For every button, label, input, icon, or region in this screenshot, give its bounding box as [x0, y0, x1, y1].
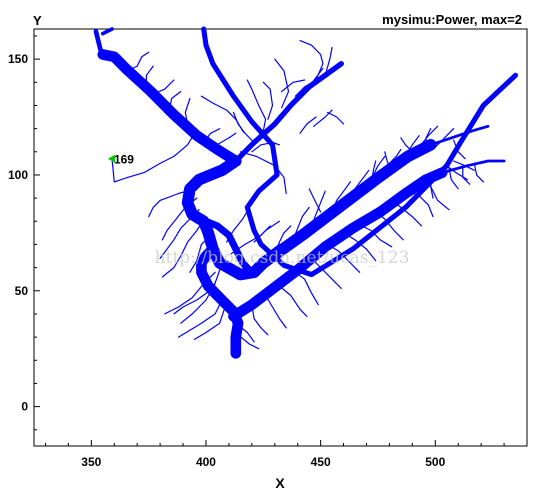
y-tick-label: 50 — [15, 284, 29, 298]
network-branch — [111, 132, 196, 183]
network-branch — [434, 128, 455, 148]
network-branch — [161, 216, 207, 278]
network-branch — [262, 81, 274, 120]
x-tick-label: 450 — [311, 455, 331, 469]
x-tick-label: 400 — [196, 455, 216, 469]
network-branch — [294, 39, 324, 97]
network-branch — [313, 109, 333, 127]
network-branch — [278, 285, 308, 317]
network-branch — [299, 116, 317, 134]
network-branch — [177, 299, 223, 338]
node-label: 169 — [114, 153, 134, 167]
network-branch — [308, 188, 322, 213]
network-branch — [324, 46, 333, 76]
network-segment — [97, 49, 242, 167]
network-segment — [181, 139, 437, 281]
network-branch — [274, 58, 290, 109]
y-axis-label: Y — [33, 13, 42, 28]
network-branch — [193, 308, 225, 340]
network-branch — [310, 257, 342, 290]
network-branch — [251, 141, 280, 153]
network-branch — [251, 304, 269, 336]
x-tick-label: 350 — [81, 455, 101, 469]
network-branch — [246, 79, 267, 132]
y-tick-label: 100 — [8, 168, 28, 182]
network-segment — [429, 124, 490, 147]
network-branch — [326, 243, 361, 273]
y-tick-label: 150 — [8, 52, 28, 66]
network-segment — [233, 61, 344, 164]
network-branch — [173, 262, 223, 315]
x-tick-label: 500 — [425, 455, 445, 469]
network-segment — [440, 159, 506, 174]
network-branch — [326, 111, 345, 125]
data-layer: 169 — [93, 26, 519, 359]
axes-layer: 350 400 450 500 0 50 100 150 — [8, 35, 528, 469]
network-branch — [453, 139, 466, 160]
network-branch — [473, 162, 484, 183]
network-branch — [265, 294, 287, 329]
y-tick-label: 0 — [21, 400, 28, 414]
network-segment — [228, 167, 448, 322]
network-branch — [294, 271, 319, 306]
node-marker — [107, 154, 115, 163]
network-segment — [100, 27, 114, 36]
x-axis-label: X — [275, 475, 285, 491]
watermark: http://blog.csdn.net/ucas_123 — [155, 248, 410, 268]
network-branch — [462, 165, 471, 185]
network-segment — [93, 28, 106, 57]
network-branch — [232, 111, 246, 134]
network-segment — [202, 217, 256, 276]
network-segment — [196, 243, 244, 359]
network-trunk — [201, 26, 519, 278]
network-branch — [237, 334, 260, 350]
network-branch — [281, 79, 306, 93]
chart-title: mysimu:Power, max=2 — [382, 12, 522, 27]
plot-area — [33, 28, 528, 447]
